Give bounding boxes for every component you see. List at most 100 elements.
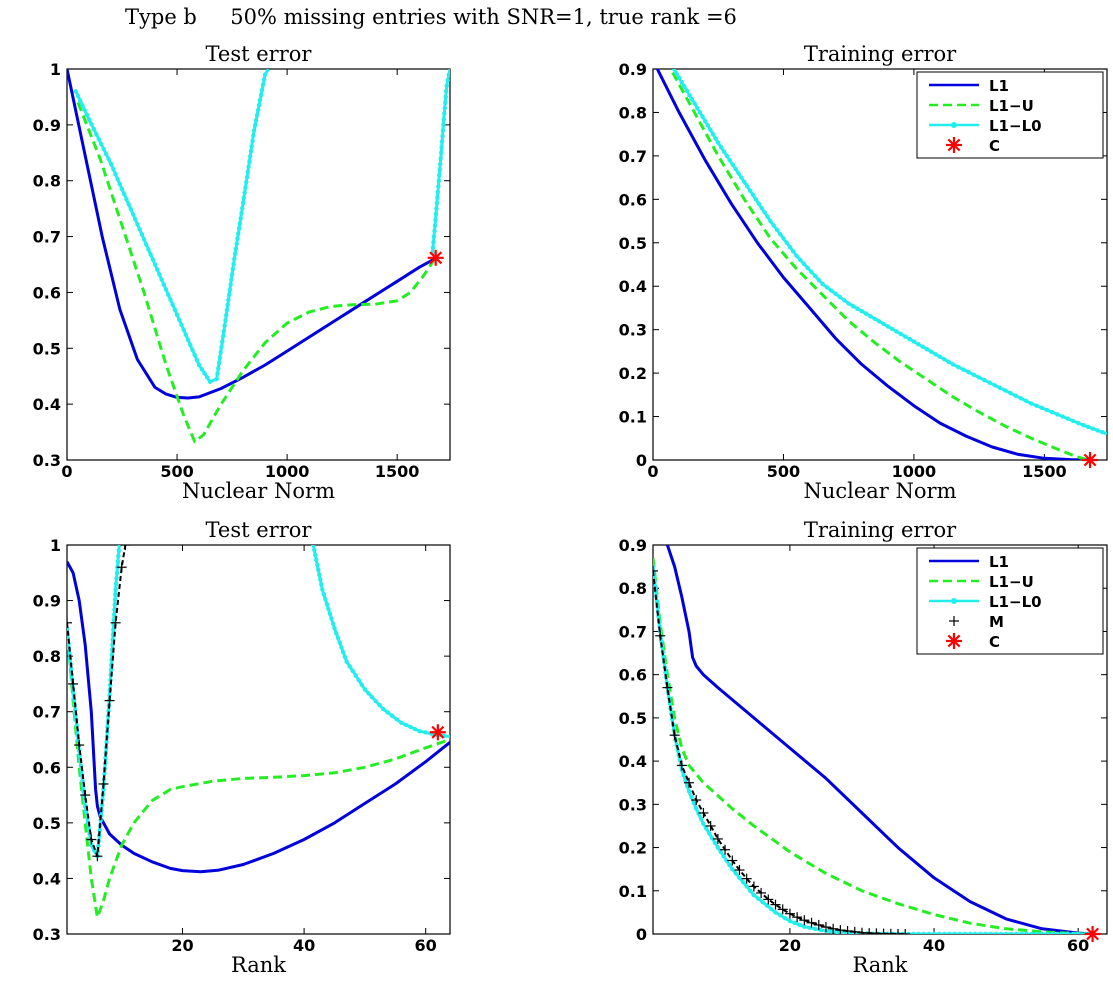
series-point-l1-l0 — [232, 251, 238, 257]
series-point-l1-l0 — [244, 180, 249, 185]
series-point-l1-l0 — [727, 862, 732, 868]
series-point-l1-l0 — [850, 303, 856, 309]
series-point-l1-l0 — [438, 150, 444, 155]
series-point-l1-l0 — [889, 326, 895, 332]
series-point-m — [828, 923, 839, 934]
series-point-l1-l0 — [181, 327, 186, 333]
legend-item-m: M — [949, 613, 1004, 631]
series-point-l1-l0 — [218, 350, 223, 355]
series-point-l1-l0 — [846, 301, 851, 306]
series-point-l1-l0 — [829, 929, 834, 934]
plot-area — [66, 544, 451, 935]
series-point-l1-l0 — [323, 596, 328, 602]
series-point-l1-l0 — [733, 166, 738, 172]
series-point-l1-l0 — [141, 237, 147, 242]
series-point-l1-l0 — [227, 287, 233, 292]
series-point-l1-l0 — [1070, 931, 1076, 934]
series-point-l1-l0 — [434, 206, 439, 211]
series-point-l1-l0 — [797, 922, 802, 927]
series-point-l1-l0 — [748, 888, 753, 893]
series-point-l1-l0 — [119, 186, 125, 192]
series-point-l1-l0 — [437, 167, 442, 172]
series-point-l1-l0 — [730, 866, 735, 872]
series-point-l1-l0 — [924, 347, 930, 352]
series-point-l1-l0 — [740, 879, 746, 885]
x-tick-label: 1500 — [375, 462, 420, 481]
series-point-l1-l0 — [86, 117, 92, 122]
series-point-l1-l0 — [1029, 931, 1035, 934]
series-point-l1-l0 — [430, 245, 436, 250]
series-point-l1-l0 — [768, 906, 774, 912]
legend-label: L1 — [989, 553, 1009, 571]
x-tick-label: 20 — [779, 936, 801, 955]
legend-item-c: C — [946, 137, 1000, 155]
y-tick-label: 0.5 — [33, 814, 61, 833]
series-point-l1-l0 — [712, 840, 718, 846]
x-tick-label: 500 — [160, 462, 193, 481]
series-point-l1-l0 — [434, 200, 440, 206]
series-point-l1-l0 — [226, 292, 232, 297]
series-point-l1-l0 — [1044, 407, 1050, 413]
series-point-l1-l0 — [809, 269, 814, 275]
series-point-l1-l0 — [435, 195, 440, 200]
panel-title: Test error — [206, 518, 313, 542]
series-line-l1-u — [76, 101, 436, 444]
series-point-l1-l0 — [745, 184, 750, 189]
series-point-l1-l0 — [759, 205, 764, 211]
series-point-l1-l0 — [760, 899, 765, 905]
y-tick-label: 0 — [636, 925, 647, 944]
series-point-l1-l0 — [229, 277, 234, 282]
series-point-m — [799, 915, 810, 926]
series-point-m — [80, 790, 91, 801]
series-layer — [67, 545, 450, 919]
series-point-l1-l0 — [250, 138, 255, 144]
series-point-l1-l0 — [931, 931, 937, 934]
series-point-l1-l0 — [805, 265, 810, 271]
y-tick-label: 0.7 — [33, 228, 61, 247]
series-point-l1-l0 — [214, 376, 219, 382]
series-point-l1-l0 — [439, 139, 445, 144]
series-line-l1 — [655, 69, 1089, 460]
y-tick-label: 0.6 — [619, 666, 647, 685]
series-point-l1-l0 — [730, 162, 735, 167]
series-point-l1-l0 — [380, 706, 386, 712]
series-point-m — [806, 917, 817, 928]
series-point-l1-l0 — [898, 331, 904, 337]
series-point-m — [120, 545, 131, 550]
series-point-l1-l0 — [441, 117, 447, 122]
series-point-l1-l0 — [685, 783, 690, 789]
series-point-l1-l0 — [715, 845, 721, 850]
series-point-l1-l0 — [234, 241, 239, 246]
series-point-l1-l0 — [431, 234, 437, 239]
series-point-l1-l0 — [417, 728, 422, 734]
series-point-l1-l0 — [116, 553, 121, 559]
legend-item-l1: L1 — [929, 553, 1009, 571]
series-point-l1-l0 — [155, 267, 160, 272]
series-point-l1-l0 — [771, 223, 776, 228]
series-point-l1-l0 — [881, 321, 886, 327]
series-point-l1-l0 — [251, 128, 257, 133]
series-point-l1-l0 — [359, 682, 365, 688]
series-point-l1-l0 — [122, 191, 127, 197]
series-point-l1-l0 — [911, 931, 916, 934]
series-point-l1-l0 — [112, 602, 117, 607]
series-point-l1-l0 — [340, 649, 346, 655]
series-point-l1-l0 — [350, 668, 355, 674]
series-point-m — [104, 695, 115, 706]
series-layer — [67, 69, 450, 444]
series-point-l1-l0 — [855, 306, 860, 311]
series-point-l1-l0 — [1050, 931, 1055, 934]
series-point-l1-l0 — [330, 621, 336, 626]
series-point-m — [684, 777, 695, 788]
series-point-l1-l0 — [967, 931, 973, 934]
y-tick-label: 0.2 — [619, 839, 647, 858]
series-point-l1-l0 — [251, 133, 256, 138]
series-point-l1-l0 — [232, 256, 237, 262]
y-tick-label: 0.6 — [33, 758, 61, 777]
series-point-l1-l0 — [684, 88, 690, 93]
series-point-m — [900, 929, 911, 934]
series-point-l1-l0 — [973, 931, 978, 934]
series-point-l1-l0 — [820, 281, 825, 287]
series-point-l1-l0 — [907, 336, 912, 342]
